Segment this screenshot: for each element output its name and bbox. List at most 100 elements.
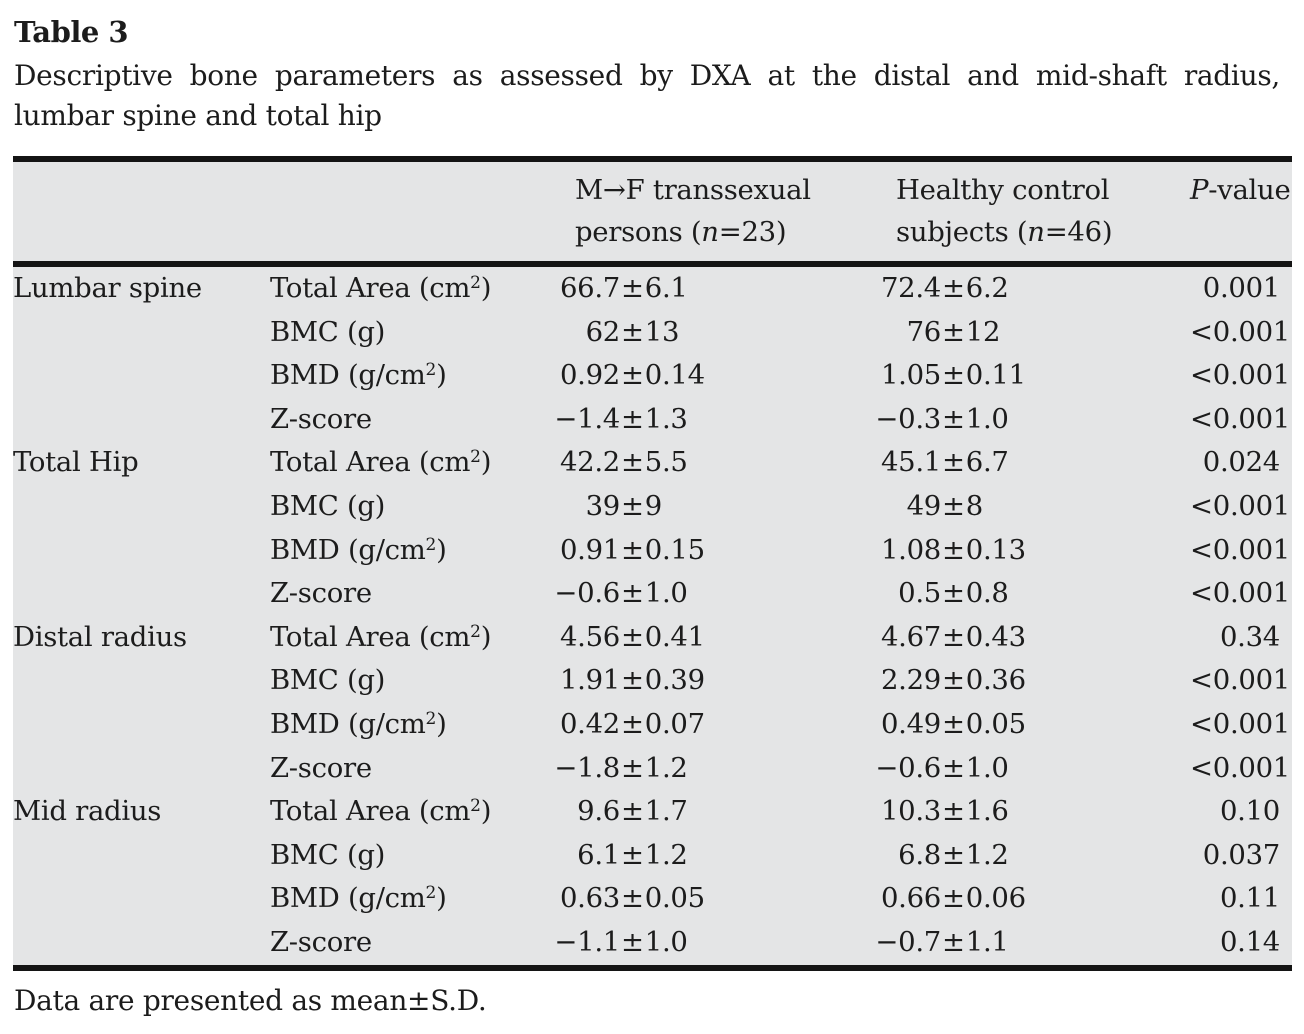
- region-label: [13, 877, 270, 921]
- hc-value: −0.3±1.0: [875, 402, 1009, 435]
- table-top-rule: [13, 156, 1292, 162]
- region-label: [13, 529, 270, 573]
- table-header-rule: [13, 261, 1292, 267]
- hc-value: 72.4±6.2: [880, 272, 1009, 304]
- parameter-label: BMC (g): [270, 664, 386, 697]
- table-row: BMC (g) 6.1±1.2 6.8±1.2 0.037: [13, 834, 1292, 878]
- mf-value: 66.7±6.1: [559, 272, 688, 304]
- p-value: 0.001: [1202, 272, 1281, 304]
- table-footnote: Data are presented as mean±S.D.: [14, 983, 487, 1017]
- region-label: [13, 703, 270, 747]
- table-row: Distal radius Total Area (cm2) 4.56±0.41…: [13, 616, 1292, 660]
- p-value: <0.001: [1190, 402, 1290, 435]
- header-parameter-col: [270, 169, 562, 261]
- parameter-label: Z-score: [270, 751, 372, 784]
- parameter-label: BMD (g/cm2): [270, 707, 447, 740]
- parameter-label: Z-score: [270, 577, 372, 610]
- p-value: <0.001: [1190, 315, 1290, 348]
- mf-value: −1.1±1.0: [554, 925, 688, 958]
- header-mf-group: M→F transsexual persons (n=23): [562, 169, 883, 261]
- region-label: [13, 354, 270, 398]
- table-row: BMD (g/cm2) 0.63±0.05 0.66±0.06 0.11: [13, 877, 1292, 921]
- table-row: Total Hip Total Area (cm2) 42.2±5.5 45.1…: [13, 441, 1292, 485]
- table-row: Z-score −1.8±1.2 −0.6±1.0 <0.001: [13, 747, 1292, 791]
- mf-value: 6.1±1.2: [577, 838, 688, 871]
- parameter-label: BMD (g/cm2): [270, 533, 447, 566]
- p-value: 0.11: [1219, 882, 1280, 915]
- hc-value: 0.49±0.05: [880, 707, 1026, 740]
- header-hc-group: Healthy control subjects (n=46): [883, 169, 1190, 261]
- hc-value: 2.29±0.36: [880, 664, 1026, 697]
- table-header-row: M→F transsexual persons (n=23) Healthy c…: [13, 162, 1292, 261]
- mf-value: 0.63±0.05: [559, 882, 705, 915]
- parameter-label: BMD (g/cm2): [270, 359, 447, 392]
- table-caption-line2: lumbar spine and total hip: [14, 99, 382, 132]
- parameter-label: BMD (g/cm2): [270, 882, 447, 915]
- p-value: <0.001: [1190, 751, 1290, 784]
- table-row: Z-score −0.6±1.0 0.5±0.8 <0.001: [13, 572, 1292, 616]
- mf-value: 4.56±0.41: [559, 620, 705, 653]
- parameter-label: BMC (g): [270, 489, 386, 522]
- hc-value: −0.7±1.1: [875, 925, 1009, 958]
- table-row: BMC (g) 62±13 76±12 <0.001: [13, 311, 1292, 355]
- header-p-value: P-value: [1190, 174, 1291, 206]
- parameter-label: Total Area (cm2): [270, 620, 492, 653]
- hc-value: 76±12: [906, 315, 1001, 348]
- table-caption-line1: Descriptive bone parameters as assessed …: [14, 59, 1280, 92]
- region-label: [13, 485, 270, 529]
- mf-value: 1.91±0.39: [559, 664, 705, 697]
- parameter-label: Total Area (cm2): [270, 446, 492, 479]
- p-value: 0.10: [1219, 795, 1280, 828]
- mf-value: 42.2±5.5: [559, 446, 688, 479]
- region-label: [13, 834, 270, 878]
- region-label: [13, 398, 270, 442]
- mf-value: 9.6±1.7: [577, 795, 688, 828]
- mf-value: −1.4±1.3: [554, 402, 688, 435]
- hc-value: 10.3±1.6: [880, 795, 1009, 828]
- table-row: BMC (g) 1.91±0.39 2.29±0.36 <0.001: [13, 659, 1292, 703]
- region-label: [13, 572, 270, 616]
- table-row: Z-score −1.4±1.3 −0.3±1.0 <0.001: [13, 398, 1292, 442]
- table-caption: Descriptive bone parameters as assessed …: [14, 56, 1280, 136]
- region-label: Lumbar spine: [13, 272, 202, 304]
- p-value: 0.037: [1202, 838, 1281, 871]
- p-value: 0.14: [1219, 925, 1280, 958]
- region-label: [13, 747, 270, 791]
- table-row: BMC (g) 39±9 49±8 <0.001: [13, 485, 1292, 529]
- header-mf-line2: persons (n=23): [575, 216, 787, 248]
- p-value: 0.34: [1219, 620, 1280, 653]
- mf-value: 0.42±0.07: [559, 707, 705, 740]
- hc-value: 0.66±0.06: [880, 882, 1026, 915]
- hc-value: 1.05±0.11: [880, 359, 1026, 392]
- parameter-label: Z-score: [270, 402, 372, 435]
- table-row: BMD (g/cm2) 0.91±0.15 1.08±0.13 <0.001: [13, 529, 1292, 573]
- table-row: Lumbar spine Total Area (cm2) 66.7±6.1 7…: [13, 267, 1292, 311]
- mf-value: −1.8±1.2: [554, 751, 688, 784]
- p-value: <0.001: [1190, 577, 1290, 610]
- header-hc-line2: subjects (n=46): [896, 216, 1113, 248]
- header-hc-line1: Healthy control: [896, 174, 1110, 206]
- table-row: Z-score −1.1±1.0 −0.7±1.1 0.14: [13, 921, 1292, 965]
- parameter-label: BMC (g): [270, 838, 386, 871]
- p-value: <0.001: [1190, 489, 1290, 522]
- p-value: 0.024: [1202, 446, 1281, 479]
- table-row: Mid radius Total Area (cm2) 9.6±1.7 10.3…: [13, 790, 1292, 834]
- region-label: [13, 659, 270, 703]
- table-body: Lumbar spine Total Area (cm2) 66.7±6.1 7…: [13, 267, 1292, 965]
- mf-value: 0.91±0.15: [559, 533, 705, 566]
- table-number: Table 3: [14, 15, 129, 49]
- mf-value: 0.92±0.14: [559, 359, 705, 392]
- region-label: Total Hip: [13, 446, 139, 479]
- parameter-label: BMC (g): [270, 315, 386, 348]
- p-value: <0.001: [1190, 707, 1290, 740]
- region-label: Mid radius: [13, 795, 162, 828]
- mf-value: 39±9: [585, 489, 663, 522]
- mf-value: −0.6±1.0: [554, 577, 688, 610]
- p-value: <0.001: [1190, 359, 1290, 392]
- hc-value: −0.6±1.0: [875, 751, 1009, 784]
- table-bottom-rule: [13, 964, 1292, 971]
- hc-value: 0.5±0.8: [898, 577, 1009, 610]
- hc-value: 45.1±6.7: [880, 446, 1009, 479]
- region-label: Distal radius: [13, 620, 187, 653]
